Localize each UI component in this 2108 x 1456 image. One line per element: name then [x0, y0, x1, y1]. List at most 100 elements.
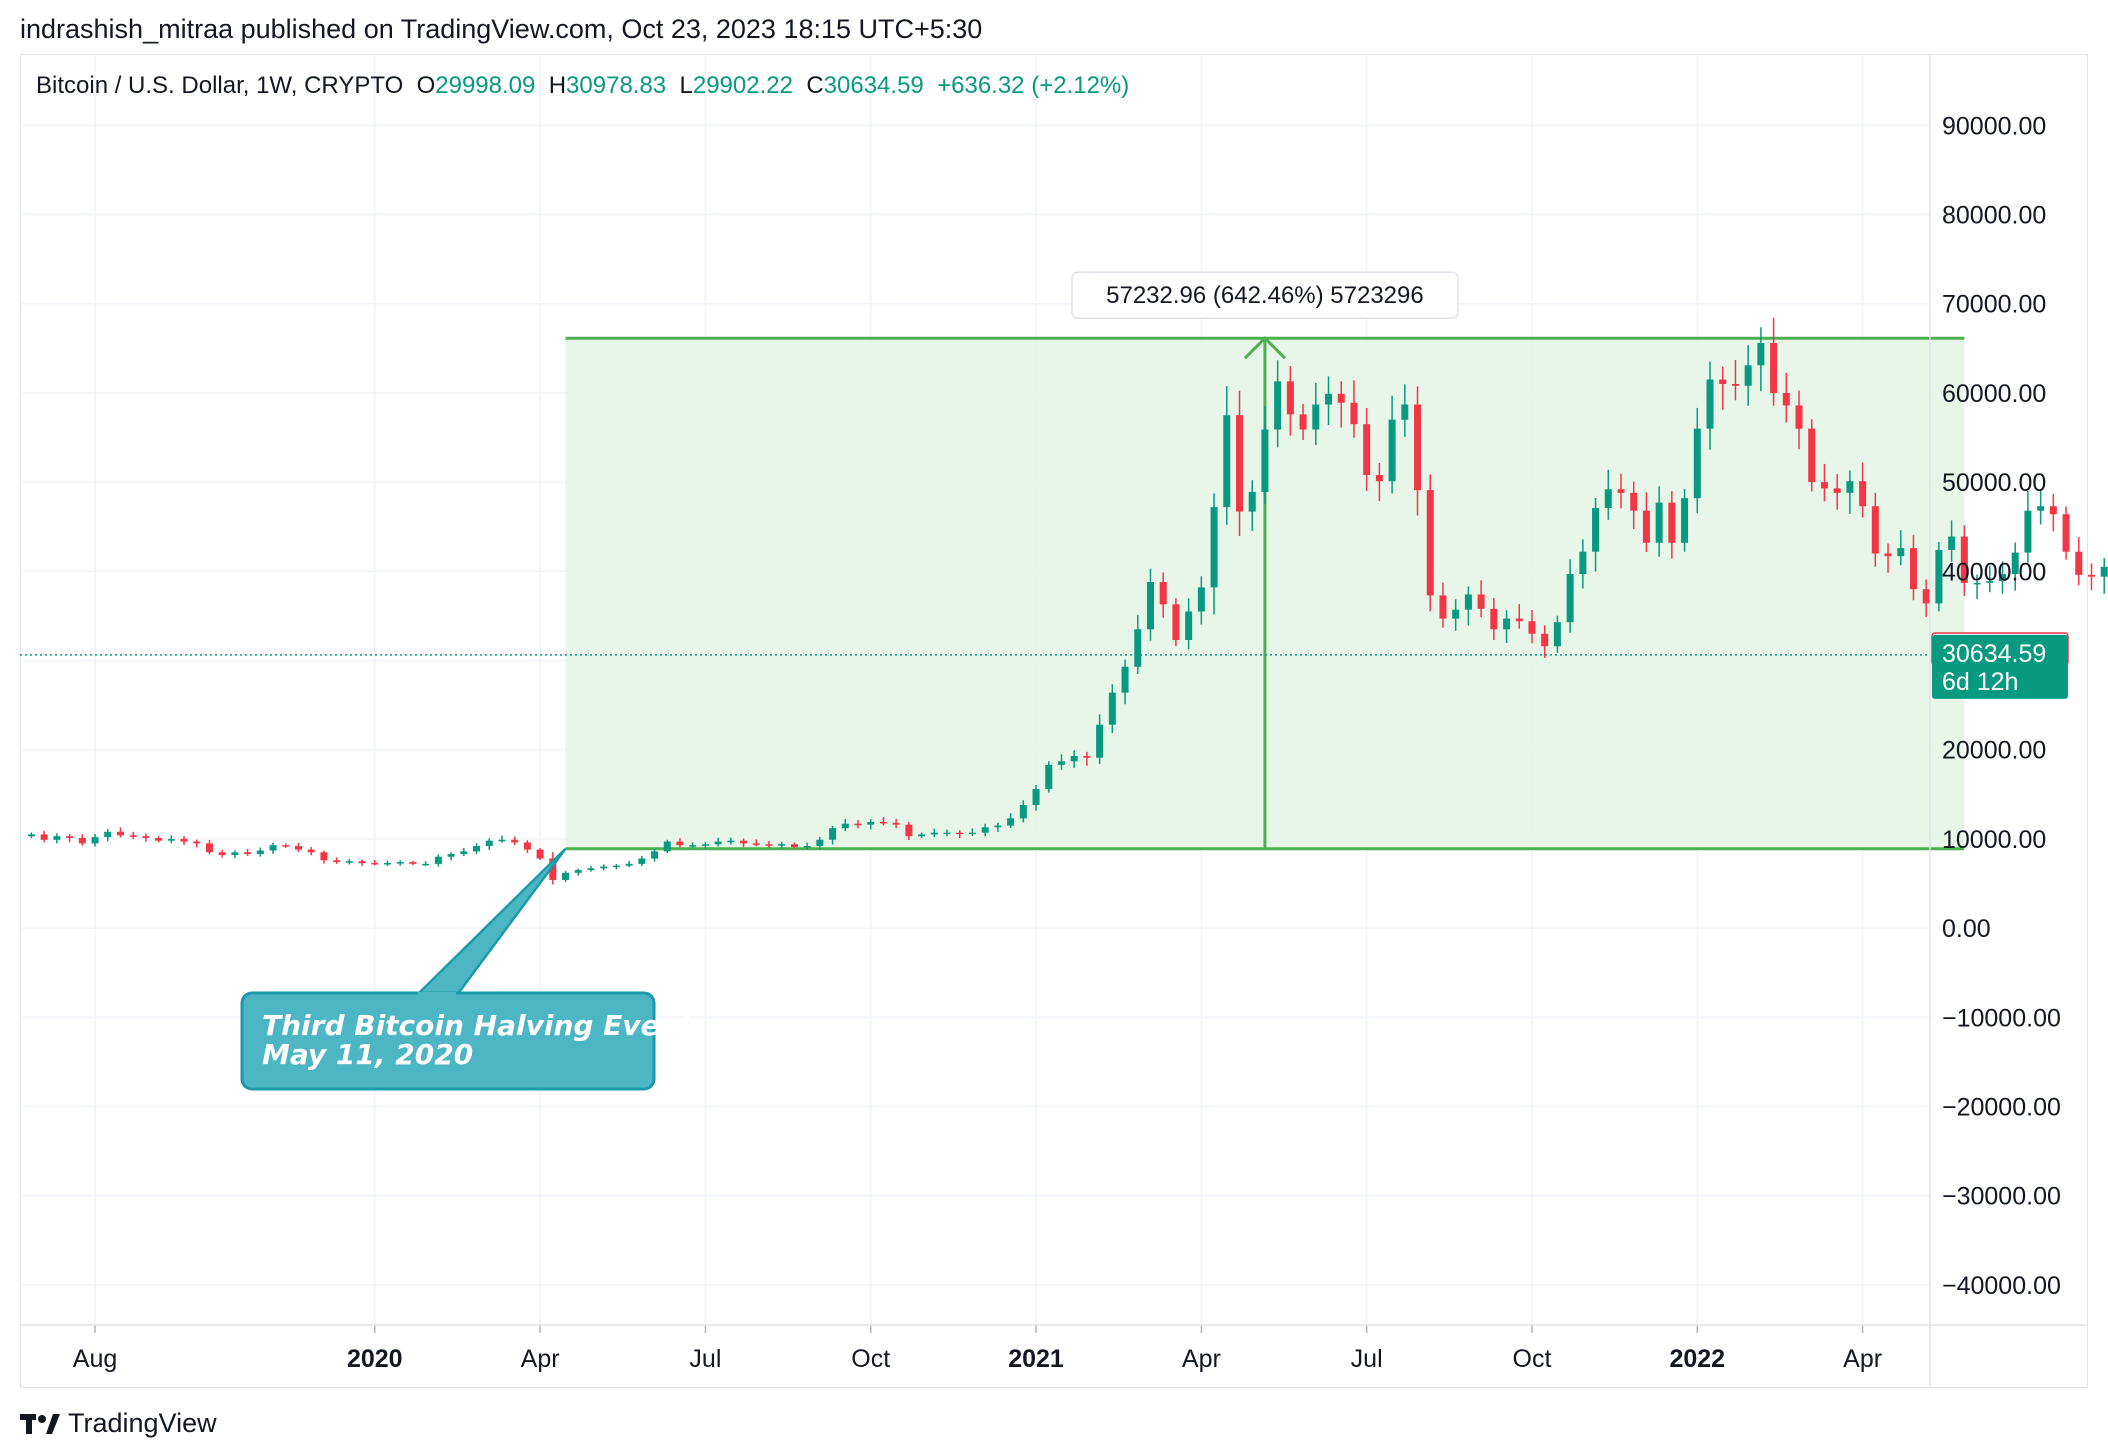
y-tick-label: 80000.00: [1942, 202, 2046, 230]
high-value: 30978.83: [566, 72, 667, 99]
x-tick-label: Jul: [689, 1345, 721, 1373]
y-tick-label: 70000.00: [1942, 291, 2046, 319]
candle-body: [1172, 604, 1180, 640]
candle-body: [40, 834, 48, 840]
candle-body: [2011, 552, 2019, 574]
x-tick-label: 2020: [347, 1345, 403, 1373]
candle-body: [1986, 581, 1994, 583]
y-tick-label: 0.00: [1942, 915, 1991, 943]
candle-body: [1744, 365, 1752, 386]
candle-body: [104, 831, 112, 838]
candle-body: [473, 846, 481, 852]
candle-body: [1515, 618, 1523, 622]
candle-body: [1897, 548, 1905, 557]
candle-body: [1935, 549, 1943, 604]
candle-body: [1948, 536, 1956, 550]
candle-body: [1007, 818, 1015, 826]
candle-body: [498, 839, 506, 842]
candle-body: [1477, 594, 1485, 609]
y-tick-label: 50000.00: [1942, 469, 2046, 497]
candle-body: [778, 844, 786, 846]
candle-body: [218, 852, 226, 855]
tradingview-logo-icon: [20, 1413, 60, 1434]
candle-body: [1757, 342, 1765, 366]
candle-body: [1528, 621, 1536, 634]
candle-body: [676, 841, 684, 846]
callout-pointer: [413, 847, 567, 997]
candle-body: [905, 824, 913, 837]
chart-pane[interactable]: [20, 54, 2088, 1388]
candle-body: [1197, 587, 1205, 612]
axes: 90000.00 80000.00 70000.00 60000.00 50000.00…: [20, 54, 2088, 1388]
candle-body: [1579, 551, 1587, 574]
x-tick-label: Jul: [1351, 1345, 1383, 1373]
candle-body: [2024, 510, 2032, 553]
publisher-line: indrashish_mitraa published on TradingVi…: [20, 14, 983, 44]
symbol-name: Bitcoin / U.S. Dollar, 1W, CRYPTO: [36, 72, 404, 99]
candle-body: [816, 839, 824, 847]
candle-body: [205, 843, 213, 853]
candle-body: [1871, 506, 1879, 554]
y-tick-label: 90000.00: [1942, 112, 2046, 140]
y-tick-label: −10000.00: [1942, 1004, 2061, 1032]
price-range-measure[interactable]: 57232.96 (642.46%) 5723296: [565, 271, 1965, 851]
candle-body: [1121, 666, 1129, 693]
candle-body: [1070, 755, 1078, 762]
y-tick-label: −20000.00: [1942, 1093, 2061, 1121]
candle-body: [1414, 404, 1422, 491]
candle-body: [2049, 506, 2057, 515]
candle-body: [320, 852, 328, 861]
candle-body: [2100, 566, 2108, 577]
candle-body: [1553, 622, 1561, 647]
candle-body: [943, 832, 951, 835]
candle-body: [2037, 506, 2045, 511]
candle-body: [879, 821, 887, 824]
candle-body: [1668, 502, 1676, 543]
candle-body: [485, 840, 493, 847]
candle-body: [1884, 553, 1892, 557]
candle-body: [1795, 405, 1803, 429]
candle-body: [1350, 402, 1358, 425]
change-value: +636.32 (+2.12%): [937, 72, 1130, 99]
candle-body: [1146, 582, 1154, 630]
candle-body: [562, 872, 570, 880]
candle-body: [434, 856, 442, 864]
candle-body: [1973, 582, 1981, 585]
tradingview-logo[interactable]: TradingView: [20, 1408, 217, 1439]
candle-body: [1388, 419, 1396, 482]
candle-body: [422, 863, 430, 866]
range-label-box: [1071, 271, 1459, 319]
y-tick-label: −30000.00: [1942, 1183, 2061, 1211]
high-label: H: [548, 72, 567, 99]
x-tick-label: Aug: [73, 1345, 117, 1373]
brand-name: TradingView: [68, 1408, 217, 1438]
range-arrow-head: [1243, 336, 1286, 360]
candle-body: [1032, 788, 1040, 806]
candle-body: [612, 865, 620, 868]
candle-body: [78, 838, 86, 844]
candle-body: [1859, 481, 1867, 507]
candle-body: [1617, 489, 1625, 493]
candle-body: [892, 822, 900, 825]
candle-body: [345, 861, 353, 863]
candle-body: [1248, 491, 1256, 512]
candle-body: [1566, 573, 1574, 623]
candle-body: [193, 841, 201, 844]
candle-body: [1655, 502, 1663, 543]
candle-body: [600, 866, 608, 869]
x-tick-label: Apr: [1843, 1345, 1882, 1373]
candle-body: [1134, 629, 1142, 667]
candle-body: [714, 841, 722, 845]
candle-body: [384, 862, 392, 865]
candle-body: [1604, 489, 1612, 508]
candle-body: [1541, 633, 1549, 647]
candle-body: [1108, 692, 1116, 725]
candle-body: [371, 862, 379, 865]
candle-body: [867, 821, 875, 825]
candle-body: [358, 861, 366, 863]
candle-body: [1490, 608, 1498, 630]
candle-body: [1820, 482, 1828, 489]
x-tick-label: 2022: [1669, 1345, 1725, 1373]
